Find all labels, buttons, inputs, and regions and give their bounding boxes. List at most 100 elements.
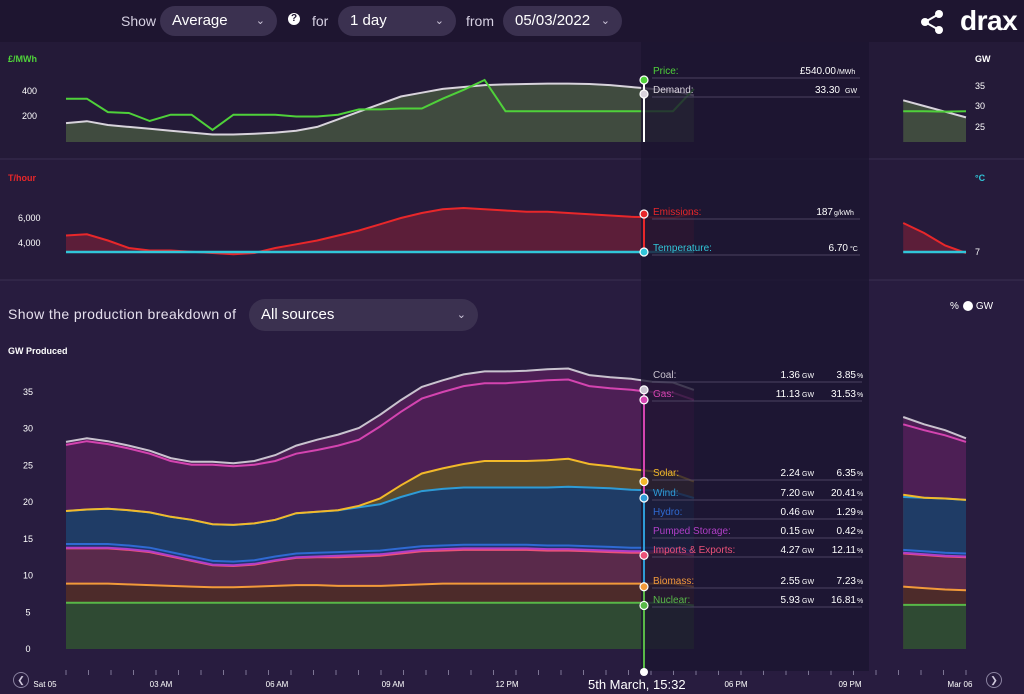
readout-gas-pct-unit: % [857,392,863,399]
toggle-pct-label: % [950,301,959,312]
line-biomass [903,585,967,592]
chevron-down-icon: ⌄ [434,15,444,27]
readout-coal-label: Coal: [653,370,676,381]
price-axis-title: £/MWh [8,54,37,64]
readout-coal-pct-unit: % [857,373,863,380]
emissions-tick-label: 4,000 [18,238,41,248]
line-gas [902,423,967,443]
readout-nuclear-gw: 5.93 [781,595,801,606]
readout-solar-gw-unit: GW [802,471,814,478]
readout-wind-gw: 7.20 [781,488,801,499]
x-tick-label: 09 AM [382,680,405,689]
production-tick-label: 0 [25,644,30,654]
breakdown-select[interactable]: All sources ⌄ [249,299,478,331]
readout-hydro-gw-unit: GW [802,510,814,517]
price-readout-value: £540.00 [800,66,837,77]
cursor-marker [639,395,649,405]
cursor-marker [639,476,649,487]
x-tick-label: Mar 06 [948,680,973,689]
emissions-line [65,206,695,256]
share-icon[interactable] [920,9,944,35]
toggle-gw-label: GW [975,301,994,312]
demand-line [902,99,967,119]
demand-axis-title: GW [975,54,991,64]
temperature-readout-label: Temperature: [653,243,712,254]
readout-solar-gw: 2.24 [781,468,801,479]
readout-solar-pct-unit: % [857,471,863,478]
breakdown-select-value: All sources [261,306,335,323]
area-nuclear [66,602,694,649]
demand-readout-label: Demand: [653,85,694,96]
prev-day-button[interactable]: ❮ [13,672,29,688]
readout-imports-exports-pct: 12.11 [832,545,857,556]
emissions-readout-value: 187 [816,207,833,218]
time-readout: 5th March, 15:32 [588,677,686,692]
price-readout-label: Price: [653,66,679,77]
readout-imports-exports-label: Imports & Exports: [653,545,735,556]
cursor-marker [639,89,649,99]
area-nuclear [903,604,966,649]
temperature-readout-unit: °C [850,245,858,253]
readout-biomass-pct-unit: % [857,579,863,586]
chevron-down-icon: ⌄ [600,15,610,27]
x-tick-label: 12 PM [495,680,518,689]
production-tick-label: 10 [23,571,33,581]
readout-biomass-gw: 2.55 [781,576,801,587]
price-tick-label: 400 [22,86,37,96]
show-select-value: Average [172,12,228,29]
period-select-value: 1 day [350,12,387,29]
for-label: for [312,13,329,29]
breakdown-label: Show the production breakdown of [8,306,237,322]
line-coal [65,367,695,465]
emissions-tick-label: 6,000 [18,213,41,223]
production-tick-label: 15 [23,534,33,544]
readout-coal-gw-unit: GW [802,373,814,380]
drax-logo[interactable]: drax [960,5,1018,36]
line-nuclear [66,601,695,607]
production-axis-title: GW Produced [8,346,68,356]
readout-hydro-gw: 0.46 [781,507,801,518]
temperature-tick-label: 7 [975,247,980,257]
readout-wind-label: Wind: [653,488,679,499]
demand-readout-value: 33.30 [815,85,840,96]
emissions-area [903,223,966,253]
line-hydro [903,548,967,555]
readout-gas-label: Gas: [653,389,674,400]
demand-tick-label: 35 [975,81,985,91]
demand-line [65,82,695,136]
readout-nuclear-pct: 16.81 [831,595,856,606]
readout-hydro-pct-unit: % [857,510,863,517]
cursor-handle [640,668,648,676]
price-readout-unit: /MWh [837,69,855,76]
demand-readout-unit: GW [845,88,857,95]
readout-wind-gw-unit: GW [802,491,814,498]
x-tick-label: 06 PM [724,680,747,689]
emissions-readout-label: Emissions: [653,207,701,218]
readout-gas-pct: 31.53 [831,389,856,400]
period-select[interactable]: 1 day ⌄ [338,6,456,36]
readout-pumped-storage-gw-unit: GW [802,529,814,536]
next-day-button[interactable]: ❯ [986,672,1002,688]
readout-pumped-storage-gw: 0.15 [781,526,801,537]
readout-imports-exports-gw: 4.27 [781,545,801,556]
help-icon[interactable]: ? [288,13,300,25]
cursor-marker [639,600,649,611]
unit-toggle[interactable]: % GW [950,301,993,312]
readout-biomass-label: Biomass: [653,576,694,587]
date-select[interactable]: 05/03/2022 ⌄ [503,6,622,36]
cursor-marker [639,493,649,503]
production-tick-label: 30 [23,424,33,434]
readout-pumped-storage-pct: 0.42 [837,526,857,537]
toggle-knob[interactable] [962,301,973,312]
x-tick-label: 03 AM [150,680,173,689]
line-solar [903,493,967,501]
readout-coal-gw: 1.36 [781,370,801,381]
show-select[interactable]: Average ⌄ [160,6,277,36]
readout-wind-pct: 20.41 [831,488,856,499]
readout-nuclear-gw-unit: GW [802,598,814,605]
cursor-marker [639,209,649,219]
readout-hydro-label: Hydro: [653,507,682,518]
emissions-axis-title: T/hour [8,173,36,183]
readout-gas-gw-unit: GW [802,392,814,399]
readout-hydro-pct: 1.29 [837,507,857,518]
